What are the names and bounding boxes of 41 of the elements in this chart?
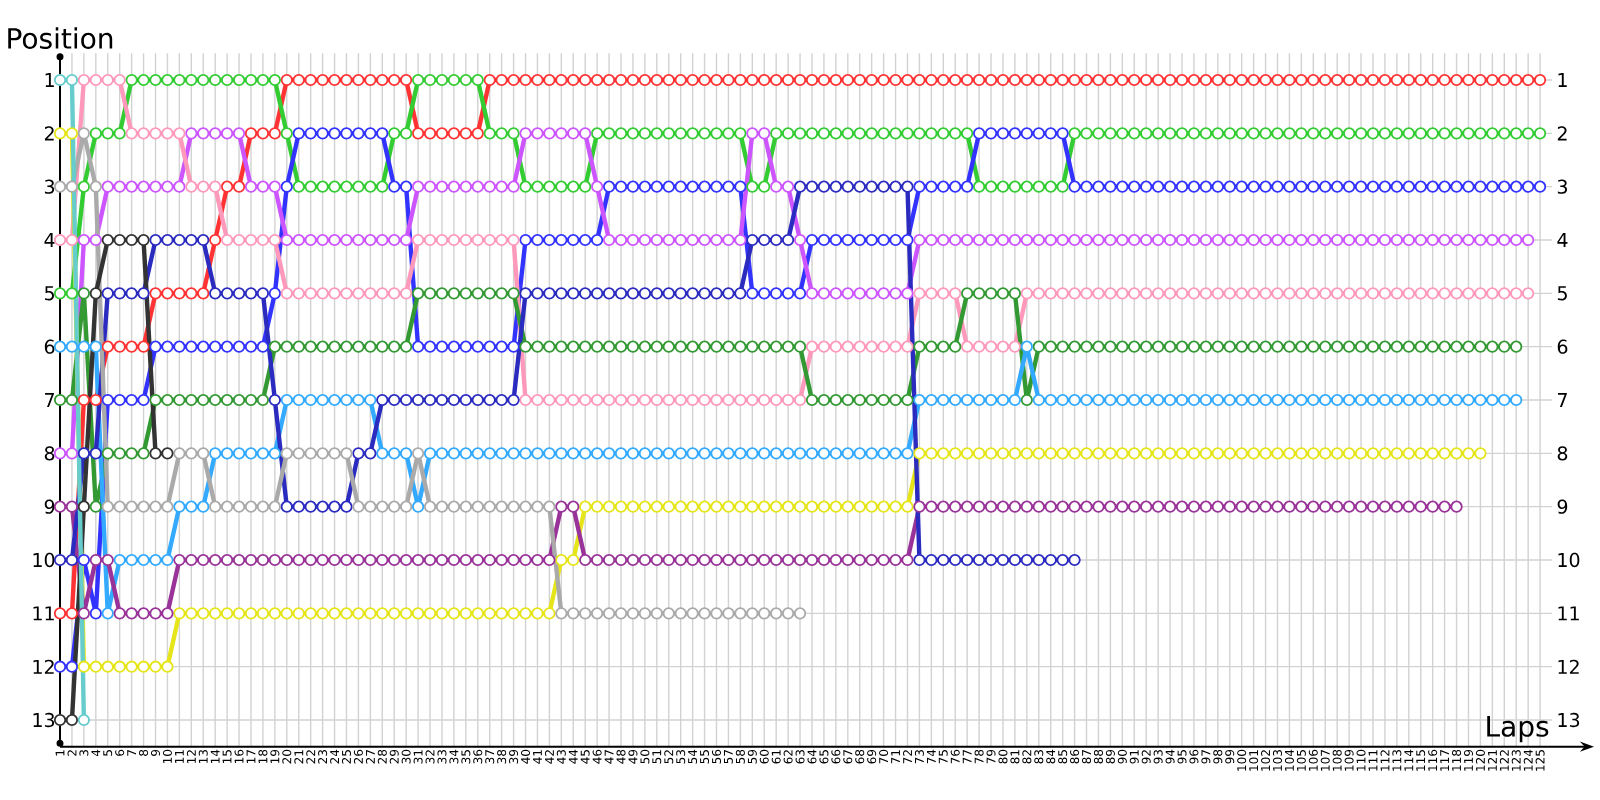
- point: [113, 233, 126, 247]
- y-tick-label: 3: [44, 179, 55, 194]
- y2-tick-label: 1: [1558, 73, 1567, 87]
- y-tick-label: 5: [44, 286, 54, 301]
- y-tick-label: 4: [44, 233, 55, 247]
- point: [101, 233, 114, 247]
- point: [149, 447, 162, 460]
- x-axis-title: Laps: [1487, 716, 1549, 743]
- point: [53, 713, 67, 727]
- y-tick-label: 13: [33, 712, 55, 728]
- y2-tick-label: 5: [1557, 286, 1567, 301]
- y2-tick-label: 2: [1557, 126, 1567, 141]
- y2-tick-label: 3: [1557, 179, 1567, 194]
- point: [53, 73, 67, 87]
- y-tick-label: 11: [33, 606, 54, 621]
- y-tick-label: 1: [45, 73, 54, 87]
- y2-tick-label: 12: [1558, 659, 1579, 674]
- y2-tick-label: 10: [1558, 552, 1580, 568]
- y2-tick-label: 6: [1557, 339, 1568, 354]
- y-tick-label: 6: [44, 339, 55, 354]
- point: [65, 73, 79, 87]
- point: [77, 500, 90, 513]
- y-tick-label: 8: [44, 446, 55, 461]
- y2-tick-label: 9: [1557, 499, 1568, 514]
- point: [65, 713, 79, 727]
- y-tick-label: 2: [44, 126, 54, 141]
- y2-tick-label: 13: [1558, 712, 1580, 728]
- y2-tick-label: 7: [1557, 393, 1567, 407]
- point: [137, 233, 150, 247]
- y-tick-label: 9: [44, 499, 55, 514]
- y2-tick-label: 8: [1557, 446, 1568, 461]
- y-tick-label: 10: [33, 552, 55, 568]
- y-axis-title: Position: [8, 27, 113, 49]
- y-tick-label: 12: [33, 659, 54, 674]
- point: [89, 287, 102, 300]
- y2-tick-label: 4: [1557, 233, 1568, 247]
- point: [125, 233, 138, 247]
- y2-tick-label: 11: [1558, 606, 1579, 621]
- point: [77, 713, 90, 727]
- point: [161, 447, 174, 460]
- y-tick-label: 7: [45, 393, 54, 407]
